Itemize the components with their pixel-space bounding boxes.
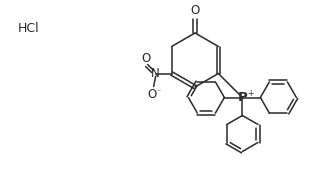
Text: N: N — [151, 67, 160, 80]
Text: O: O — [147, 87, 156, 100]
Text: ⁻: ⁻ — [157, 87, 161, 96]
Text: HCl: HCl — [18, 22, 40, 35]
Text: +: + — [247, 89, 254, 98]
Text: O: O — [141, 52, 150, 65]
Text: P: P — [238, 91, 247, 104]
Text: O: O — [190, 4, 200, 17]
